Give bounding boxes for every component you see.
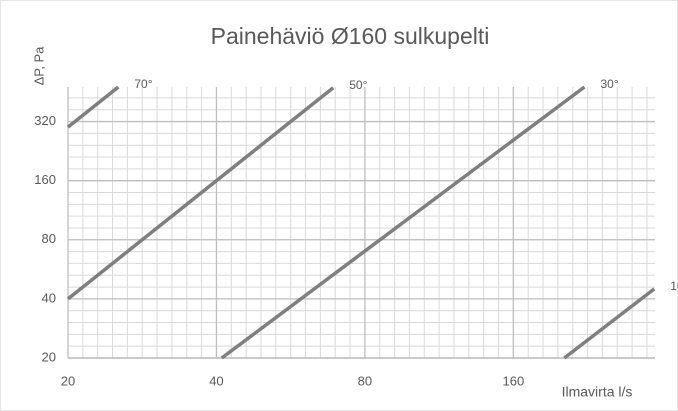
series-line [220,85,586,360]
series-label: 50° [349,78,367,92]
x-tick-label: 40 [209,373,223,388]
x-axis-label: Ilmavirta l/s [562,384,633,400]
series-label: 70° [134,77,152,91]
x-tick-label: 20 [61,373,75,388]
y-tick-label: 40 [42,290,56,305]
y-tick-label: 20 [42,349,56,364]
series-label: 30° [600,77,618,91]
y-axis-label: ΔP, Pa [31,46,46,86]
y-tick-label: 320 [34,113,56,128]
x-tick-label: 160 [502,373,524,388]
series-line [563,287,656,360]
y-tick-label: 160 [34,172,56,187]
grid [67,87,655,359]
series-line [66,86,335,301]
series-label: 10° [670,279,678,293]
chart-title: Painehäviö Ø160 sulkupelti [211,23,490,49]
x-tick-label: 80 [358,373,372,388]
series-line [66,85,120,129]
y-tick-label: 80 [42,231,56,246]
